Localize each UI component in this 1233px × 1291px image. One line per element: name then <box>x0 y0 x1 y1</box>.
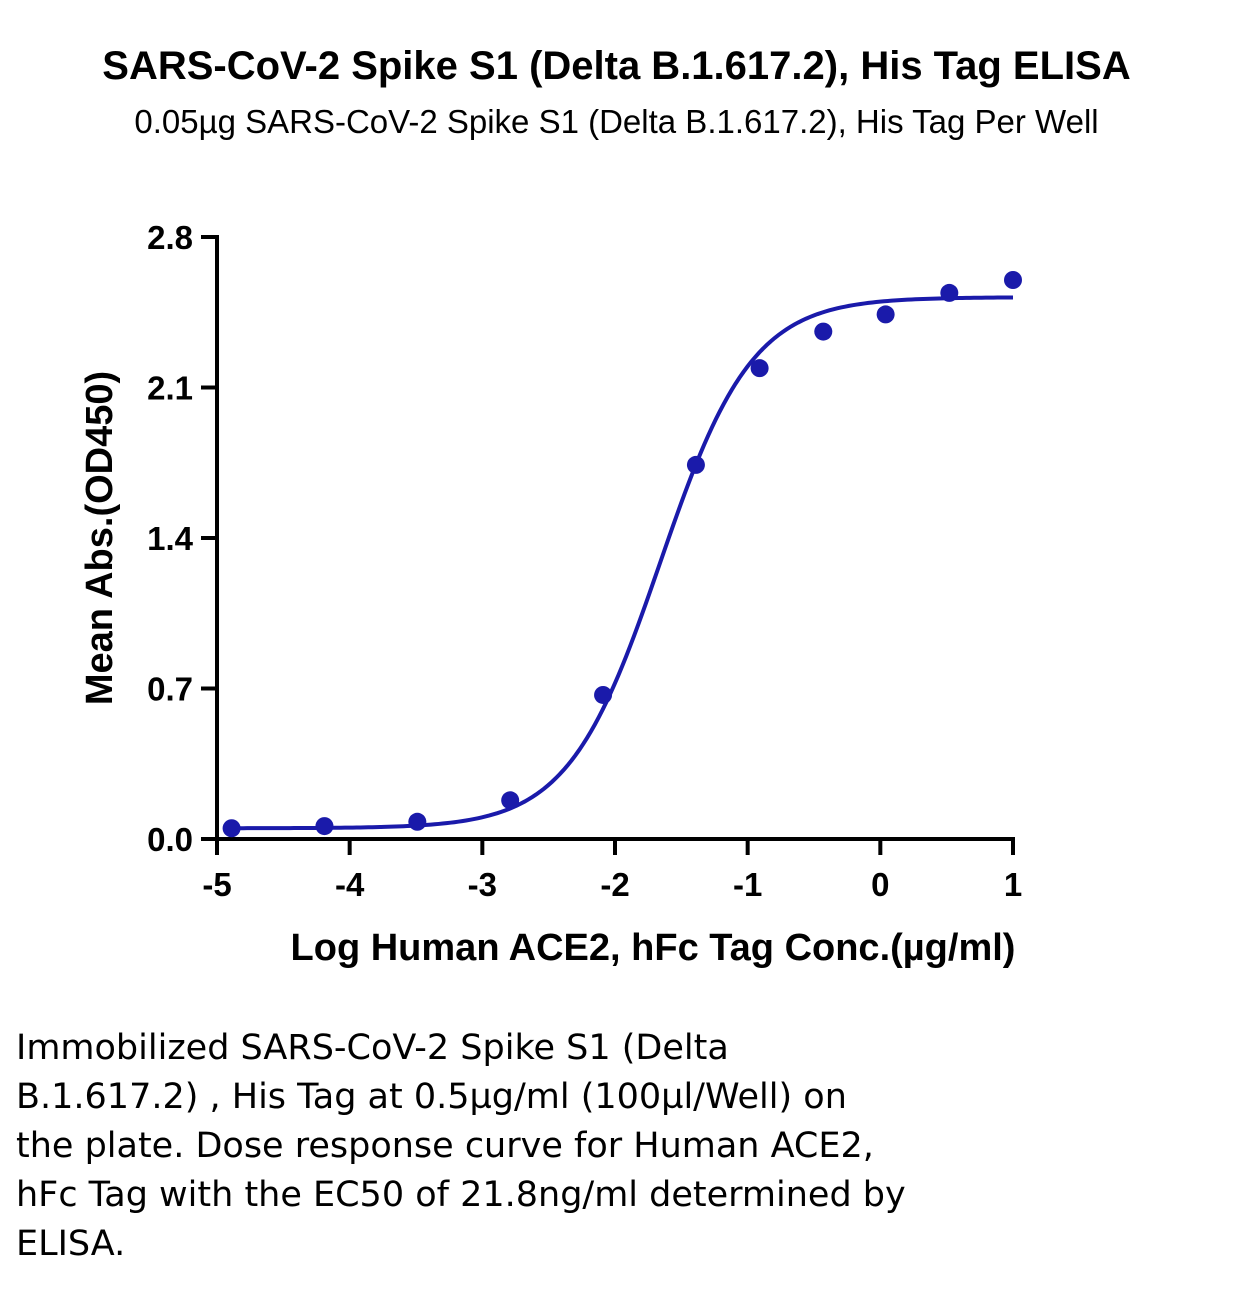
data-point <box>940 283 959 302</box>
data-point <box>686 455 705 474</box>
x-tick-label: -5 <box>202 866 231 903</box>
y-tick-label: 2.1 <box>147 370 193 407</box>
data-point <box>814 322 833 341</box>
y-axis-label: Mean Abs.(OD450) <box>79 371 121 705</box>
caption-line: ELISA. <box>16 1224 126 1264</box>
data-point <box>876 305 895 324</box>
y-tick-label: 2.8 <box>147 219 193 256</box>
x-tick-label: 1 <box>1004 866 1022 903</box>
tick-labels: 0.0 0.7 1.4 2.1 2.8 -5 -4 -3 -2 -1 0 1 <box>147 219 1022 903</box>
caption-line: Immobilized SARS-CoV-2 Spike S1 (Delta <box>16 1028 729 1068</box>
dose-response-chart: 0.0 0.7 1.4 2.1 2.8 -5 -4 -3 -2 -1 0 1 Log Human AC… <box>79 219 1022 969</box>
data-point <box>594 685 613 704</box>
axes <box>201 235 1015 855</box>
x-tick-label: -3 <box>468 866 497 903</box>
data-point <box>501 791 520 810</box>
x-tick-label: -2 <box>600 866 629 903</box>
data-point <box>222 819 241 838</box>
chart-subtitle: 0.05µg SARS-CoV-2 Spike S1 (Delta B.1.61… <box>134 103 1099 140</box>
x-axis-label: Log Human ACE2, hFc Tag Conc.(µg/ml) <box>291 927 1016 969</box>
caption-line: B.1.617.2) , His Tag at 0.5µg/ml (100µl/… <box>16 1077 847 1117</box>
data-point <box>1004 271 1022 289</box>
fit-curve <box>231 295 1014 831</box>
x-tick-label: 0 <box>871 866 889 903</box>
x-tick-label: -4 <box>335 866 365 903</box>
x-tick-label: -1 <box>733 866 762 903</box>
caption: Immobilized SARS-CoV-2 Spike S1 (Delta B.… <box>16 1024 1216 1269</box>
y-tick-label: 0.0 <box>147 821 193 858</box>
data-point <box>315 817 334 836</box>
data-points <box>222 271 1022 838</box>
y-tick-label: 0.7 <box>147 671 193 708</box>
data-point <box>750 359 769 378</box>
caption-line: hFc Tag with the EC50 of 21.8ng/ml deter… <box>16 1175 906 1215</box>
data-point <box>408 812 427 831</box>
y-tick-label: 1.4 <box>147 520 194 557</box>
chart-title: SARS-CoV-2 Spike S1 (Delta B.1.617.2), H… <box>102 44 1131 88</box>
caption-line: the plate. Dose response curve for Human… <box>16 1126 874 1166</box>
